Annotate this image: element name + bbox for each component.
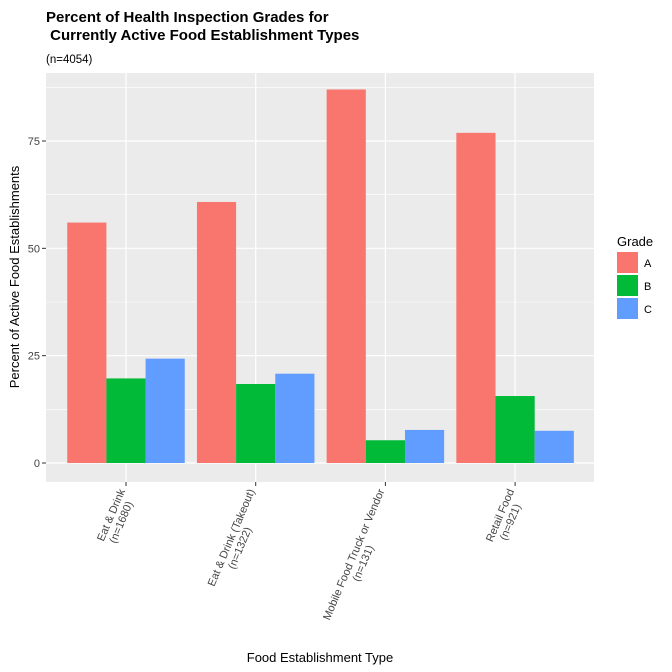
bar-c-1: [145, 358, 185, 463]
y-tick-label: 75: [28, 136, 40, 148]
legend-title: Grade: [617, 234, 653, 249]
x-axis: Eat & Drink(n=1680) Eat & Drink (Takeout)…: [95, 482, 524, 622]
bars: [67, 89, 574, 464]
bar-b-2: [236, 384, 276, 463]
chart-subtitle: (n=4054): [46, 54, 93, 66]
legend-label-a: A: [644, 258, 652, 270]
legend-key-b: [617, 275, 638, 296]
legend-key-a: [617, 252, 638, 273]
bar-b-3: [365, 440, 405, 463]
bar-b-4: [495, 396, 535, 463]
x-tick-label-group: Retail Food(n=921): [484, 487, 524, 543]
chart-title-line-2: Currently Active Food Establishment Type…: [46, 27, 359, 44]
legend: Grade ABC: [617, 234, 653, 319]
bar-a-4: [456, 132, 496, 464]
y-tick-label: 25: [28, 351, 40, 363]
legend-label-b: B: [644, 281, 651, 293]
bar-a-2: [196, 201, 237, 463]
bar-a-1: [67, 222, 107, 463]
legend-label-c: C: [644, 304, 652, 316]
legend-key-c: [617, 298, 638, 319]
chart-title-line-1: Percent of Health Inspection Grades for: [46, 9, 329, 26]
x-tick-label-group: Eat & Drink(n=1680): [95, 487, 136, 545]
x-tick-label: Mobile Food Truck or Vendor: [321, 487, 387, 622]
y-axis-title: Percent of Active Food Establishments: [7, 165, 22, 388]
bar-c-2: [275, 373, 315, 463]
bar-c-4: [534, 430, 574, 463]
y-tick-label: 50: [28, 243, 40, 255]
bar-a-3: [326, 89, 366, 463]
bar-b-1: [106, 378, 146, 463]
y-tick-label: 0: [34, 458, 40, 470]
y-axis: 0 25 50 75: [28, 136, 46, 470]
bar-c-3: [404, 429, 445, 463]
x-tick-label-group: Mobile Food Truck or Vendor(n=131): [321, 487, 387, 622]
x-tick-label-group: Eat & Drink (Takeout)(n=1322): [206, 487, 258, 588]
x-axis-title: Food Establishment Type: [247, 650, 393, 665]
